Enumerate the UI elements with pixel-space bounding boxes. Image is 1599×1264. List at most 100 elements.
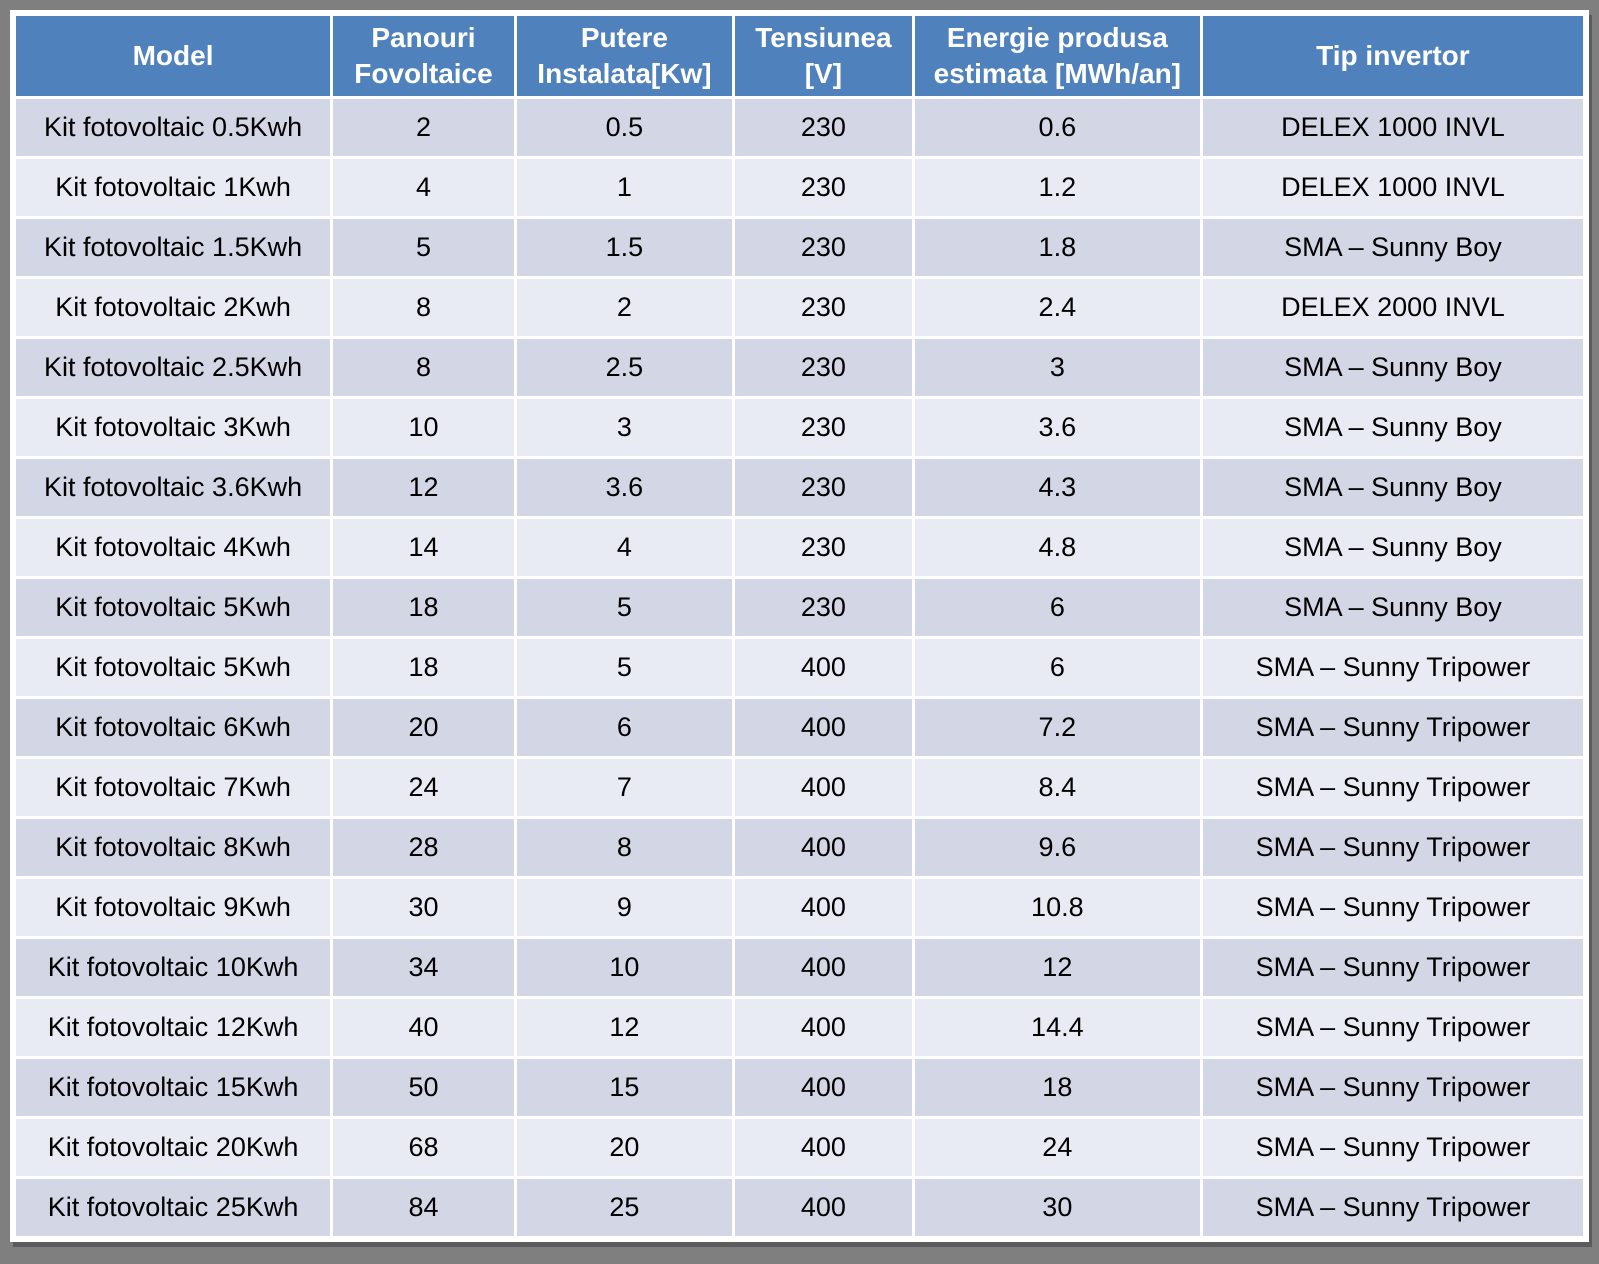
- cell-putere: 6: [513, 696, 736, 759]
- cell-tensiunea: 230: [732, 216, 915, 279]
- column-header-putere: Putere Instalata[Kw]: [513, 13, 736, 99]
- cell-panouri: 84: [330, 1176, 517, 1239]
- column-header-tensiunea: Tensiunea [V]: [732, 13, 915, 99]
- cell-energie: 18: [911, 1056, 1203, 1119]
- cell-invertor: SMA – Sunny Boy: [1199, 396, 1587, 459]
- cell-energie: 9.6: [911, 816, 1203, 879]
- cell-energie: 8.4: [911, 756, 1203, 819]
- cell-panouri: 40: [330, 996, 517, 1059]
- cell-tensiunea: 230: [732, 516, 915, 579]
- cell-putere: 10: [513, 936, 736, 999]
- cell-invertor: SMA – Sunny Tripower: [1199, 936, 1587, 999]
- cell-putere: 2.5: [513, 336, 736, 399]
- cell-tensiunea: 230: [732, 396, 915, 459]
- cell-invertor: SMA – Sunny Boy: [1199, 456, 1587, 519]
- table-row: Kit fotovoltaic 3.6Kwh 12 3.6 230 4.3 SMA – S…: [12, 456, 1587, 519]
- table-row: Kit fotovoltaic 15Kwh 50 15 400 18 SMA – Sunn…: [12, 1056, 1587, 1119]
- cell-putere: 5: [513, 576, 736, 639]
- cell-tensiunea: 230: [732, 276, 915, 339]
- cell-energie: 3.6: [911, 396, 1203, 459]
- cell-energie: 6: [911, 636, 1203, 699]
- table-row: Kit fotovoltaic 12Kwh 40 12 400 14.4 SMA – Su…: [12, 996, 1587, 1059]
- cell-model: Kit fotovoltaic 20Kwh: [12, 1116, 334, 1179]
- cell-invertor: SMA – Sunny Boy: [1199, 216, 1587, 279]
- table-row: Kit fotovoltaic 8Kwh 28 8 400 9.6 SMA – Sunny…: [12, 816, 1587, 879]
- cell-tensiunea: 230: [732, 156, 915, 219]
- cell-tensiunea: 400: [732, 1116, 915, 1179]
- cell-putere: 12: [513, 996, 736, 1059]
- cell-panouri: 34: [330, 936, 517, 999]
- cell-panouri: 4: [330, 156, 517, 219]
- cell-panouri: 28: [330, 816, 517, 879]
- cell-model: Kit fotovoltaic 6Kwh: [12, 696, 334, 759]
- cell-energie: 14.4: [911, 996, 1203, 1059]
- cell-putere: 15: [513, 1056, 736, 1119]
- cell-tensiunea: 230: [732, 336, 915, 399]
- cell-putere: 1.5: [513, 216, 736, 279]
- cell-panouri: 20: [330, 696, 517, 759]
- cell-model: Kit fotovoltaic 2Kwh: [12, 276, 334, 339]
- table-header-row: Model Panouri Fovoltaice Putere Instalata[…: [12, 13, 1587, 99]
- cell-invertor: SMA – Sunny Tripower: [1199, 756, 1587, 819]
- cell-invertor: DELEX 1000 INVL: [1199, 96, 1587, 159]
- table-row: Kit fotovoltaic 0.5Kwh 2 0.5 230 0.6 DELEX 10…: [12, 96, 1587, 159]
- cell-tensiunea: 230: [732, 456, 915, 519]
- cell-tensiunea: 400: [732, 1176, 915, 1239]
- cell-energie: 4.3: [911, 456, 1203, 519]
- table-row: Kit fotovoltaic 7Kwh 24 7 400 8.4 SMA – Sunny…: [12, 756, 1587, 819]
- cell-energie: 3: [911, 336, 1203, 399]
- cell-model: Kit fotovoltaic 1.5Kwh: [12, 216, 334, 279]
- table-row: Kit fotovoltaic 1Kwh 4 1 230 1.2 DELEX 1000 I…: [12, 156, 1587, 219]
- table-row: Kit fotovoltaic 5Kwh 18 5 230 6 SMA – Sunny B…: [12, 576, 1587, 639]
- cell-model: Kit fotovoltaic 3Kwh: [12, 396, 334, 459]
- table-body: Kit fotovoltaic 0.5Kwh 2 0.5 230 0.6 DELEX 10…: [12, 96, 1587, 1239]
- cell-panouri: 14: [330, 516, 517, 579]
- cell-energie: 1.2: [911, 156, 1203, 219]
- cell-panouri: 68: [330, 1116, 517, 1179]
- cell-panouri: 2: [330, 96, 517, 159]
- cell-model: Kit fotovoltaic 4Kwh: [12, 516, 334, 579]
- table-row: Kit fotovoltaic 10Kwh 34 10 400 12 SMA – Sunn…: [12, 936, 1587, 999]
- cell-energie: 6: [911, 576, 1203, 639]
- column-header-model: Model: [12, 13, 334, 99]
- cell-putere: 0.5: [513, 96, 736, 159]
- table-row: Kit fotovoltaic 9Kwh 30 9 400 10.8 SMA – Sunn…: [12, 876, 1587, 939]
- cell-invertor: SMA – Sunny Tripower: [1199, 636, 1587, 699]
- cell-putere: 9: [513, 876, 736, 939]
- cell-invertor: SMA – Sunny Tripower: [1199, 1176, 1587, 1239]
- cell-panouri: 50: [330, 1056, 517, 1119]
- cell-energie: 2.4: [911, 276, 1203, 339]
- cell-energie: 30: [911, 1176, 1203, 1239]
- cell-putere: 4: [513, 516, 736, 579]
- cell-model: Kit fotovoltaic 7Kwh: [12, 756, 334, 819]
- cell-panouri: 18: [330, 576, 517, 639]
- cell-putere: 20: [513, 1116, 736, 1179]
- cell-tensiunea: 400: [732, 816, 915, 879]
- cell-tensiunea: 400: [732, 756, 915, 819]
- cell-putere: 8: [513, 816, 736, 879]
- cell-panouri: 30: [330, 876, 517, 939]
- cell-energie: 10.8: [911, 876, 1203, 939]
- cell-putere: 1: [513, 156, 736, 219]
- cell-putere: 3.6: [513, 456, 736, 519]
- cell-energie: 4.8: [911, 516, 1203, 579]
- cell-model: Kit fotovoltaic 3.6Kwh: [12, 456, 334, 519]
- cell-invertor: SMA – Sunny Boy: [1199, 336, 1587, 399]
- cell-model: Kit fotovoltaic 15Kwh: [12, 1056, 334, 1119]
- cell-energie: 24: [911, 1116, 1203, 1179]
- column-header-panouri: Panouri Fovoltaice: [330, 13, 517, 99]
- cell-energie: 0.6: [911, 96, 1203, 159]
- cell-model: Kit fotovoltaic 25Kwh: [12, 1176, 334, 1239]
- cell-panouri: 18: [330, 636, 517, 699]
- cell-energie: 12: [911, 936, 1203, 999]
- cell-tensiunea: 230: [732, 576, 915, 639]
- cell-energie: 1.8: [911, 216, 1203, 279]
- cell-panouri: 24: [330, 756, 517, 819]
- cell-invertor: SMA – Sunny Tripower: [1199, 996, 1587, 1059]
- cell-tensiunea: 400: [732, 1056, 915, 1119]
- cell-model: Kit fotovoltaic 9Kwh: [12, 876, 334, 939]
- table-row: Kit fotovoltaic 2Kwh 8 2 230 2.4 DELEX 2000 I…: [12, 276, 1587, 339]
- cell-tensiunea: 400: [732, 936, 915, 999]
- cell-model: Kit fotovoltaic 10Kwh: [12, 936, 334, 999]
- cell-invertor: DELEX 1000 INVL: [1199, 156, 1587, 219]
